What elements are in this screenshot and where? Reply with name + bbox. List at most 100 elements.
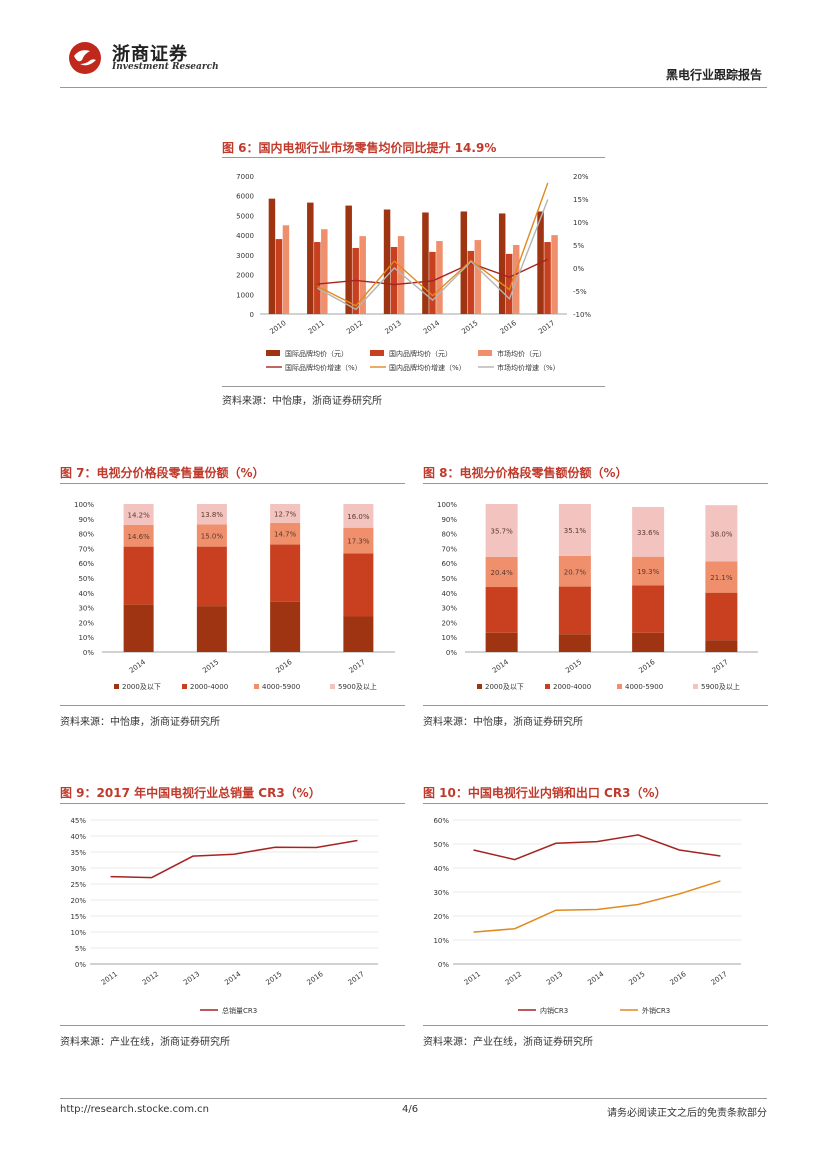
fig6-top-rule (222, 157, 605, 158)
stacked-bar-segment (705, 640, 738, 652)
legend-label: 5900及以上 (701, 682, 740, 691)
fig7-source: 资料来源：中怡康，浙商证券研究所 (60, 717, 220, 728)
report-type: 黑电行业跟踪报告 (665, 68, 762, 82)
stacked-bar-segment (343, 504, 374, 528)
data-label: 14.7% (274, 531, 297, 539)
fig6-source: 资料来源：中怡康，浙商证券研究所 (222, 396, 382, 407)
x-tick-label: 2016 (306, 970, 326, 987)
x-tick-label: 2015 (201, 658, 220, 675)
legend-label: 外销CR3 (642, 1006, 670, 1015)
x-tick-label: 2016 (669, 970, 689, 987)
bar-domestic (429, 251, 436, 314)
x-tick-label: 2011 (307, 319, 326, 336)
legend-label: 国内品牌均价增速（%） (389, 363, 466, 372)
footer-url[interactable]: http://research.stocke.com.cn (60, 1104, 209, 1115)
y-tick-label: 40% (433, 865, 449, 873)
y-tick-label: 5000 (236, 212, 254, 220)
bar-domestic (314, 242, 321, 314)
legend-label: 4000-5900 (625, 683, 663, 691)
bar-market (359, 236, 366, 314)
stacked-bar-segment (485, 556, 518, 588)
y-tick-label: 35% (70, 849, 86, 857)
fig9-top-rule (60, 803, 405, 804)
legend-swatch (330, 684, 335, 689)
x-tick-label: 2016 (499, 319, 519, 336)
y-tick-label: 30% (78, 605, 94, 613)
legend-label: 总销量CR3 (222, 1006, 257, 1015)
stacked-bar-segment (558, 555, 591, 587)
y-tick-label: 90% (78, 516, 94, 524)
x-tick-label: 2014 (223, 970, 243, 987)
stacked-bar-segment (705, 592, 738, 641)
y-tick-label: 15% (70, 913, 86, 921)
y-tick-label: 70% (78, 545, 94, 553)
legend-label: 5900及以上 (338, 682, 377, 691)
bar-intl (460, 211, 468, 314)
legend-swatch (182, 684, 187, 689)
y-tick-label: 0% (446, 649, 457, 657)
y-tick-label: 4000 (236, 232, 254, 240)
series-line (473, 880, 721, 933)
data-label: 19.3% (637, 568, 660, 576)
fig10-source: 资料来源：产业在线，浙商证券研究所 (423, 1037, 593, 1048)
legend-label: 国内品牌均价（元） (389, 349, 452, 358)
y2-tick-label: 5% (573, 242, 584, 250)
fig6-chart: 0 1000 2000 3000 4000 5000 6000 7000 -10% -5% 0% 5%… (236, 173, 591, 372)
y-tick-label: 80% (78, 531, 94, 539)
y-tick-label: 60% (433, 817, 449, 825)
data-label: 15.0% (201, 533, 224, 541)
fig6-title: 图 6：国内电视行业市场零售均价同比提升 14.9% (222, 141, 497, 155)
y-tick-label: 0% (83, 649, 94, 657)
stacked-bar-segment (123, 504, 154, 526)
x-tick-label: 2013 (545, 970, 564, 987)
fig9-bottom-rule (60, 1025, 405, 1026)
y-tick-label: 2000 (236, 272, 254, 280)
y-tick-label: 10% (78, 634, 94, 642)
logo-icon (69, 42, 101, 74)
stacked-bar-segment (558, 586, 591, 635)
x-tick-label: 2013 (384, 319, 403, 336)
y-tick-label: 40% (70, 833, 86, 841)
x-tick-label: 2016 (274, 658, 294, 675)
y-tick-label: 1000 (236, 291, 254, 299)
legend-label: 2000及以下 (485, 683, 524, 691)
y-tick-label: 45% (70, 817, 86, 825)
page-number: 4/6 (402, 1104, 419, 1115)
legend-swatch (254, 684, 259, 689)
x-tick-label: 2014 (422, 319, 442, 336)
logo-text: 浙商证券 (112, 44, 188, 65)
bar-intl (383, 209, 391, 314)
y2-tick-label: 20% (573, 173, 589, 181)
stacked-bar-segment (485, 504, 518, 557)
y-tick-label: 100% (74, 501, 94, 509)
y-tick-label: 20% (70, 897, 86, 905)
stacked-bar-segment (632, 556, 665, 586)
bar-market (321, 229, 328, 314)
y-tick-label: 10% (433, 937, 449, 945)
y-tick-label: 90% (441, 516, 457, 524)
y-tick-label: 100% (437, 501, 457, 509)
footer-disclaimer: 请务必阅读正文之后的免责条款部分 (607, 1108, 767, 1119)
y-tick-label: 6000 (236, 193, 254, 201)
bar-intl (307, 202, 314, 314)
data-label: 35.1% (564, 527, 587, 535)
fig7-bottom-rule (60, 705, 405, 706)
legend-swatch (545, 684, 550, 689)
data-label: 33.6% (637, 529, 660, 537)
stacked-bar-segment (485, 632, 518, 652)
x-tick-label: 2016 (637, 658, 657, 675)
bar-intl (345, 205, 352, 314)
stacked-bar-segment (558, 504, 591, 556)
y-tick-label: 3000 (236, 252, 254, 260)
legend-swatch (370, 350, 384, 356)
fig7-top-rule (60, 483, 405, 484)
legend-swatch (477, 684, 482, 689)
y-tick-label: 30% (433, 889, 449, 897)
data-label: 14.6% (128, 533, 151, 541)
bar-market (282, 225, 290, 314)
y-tick-label: 10% (441, 634, 457, 642)
legend-label: 市场均价增速（%） (497, 363, 560, 372)
bar-domestic (275, 239, 283, 314)
y-tick-label: 30% (441, 605, 457, 613)
x-tick-label: 2017 (348, 658, 367, 675)
